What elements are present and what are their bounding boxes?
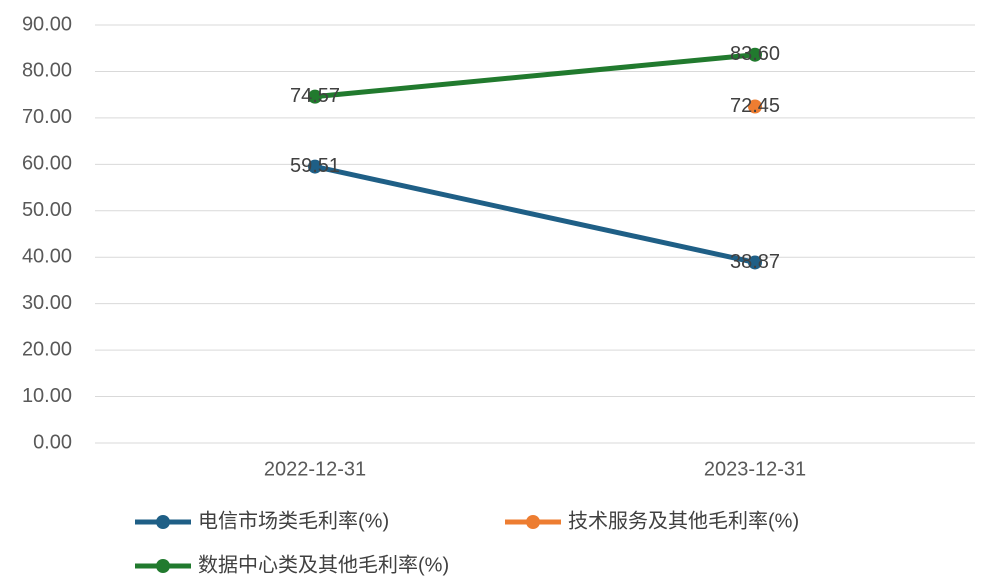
y-tick-label: 90.00: [22, 13, 72, 35]
y-tick-label: 80.00: [22, 60, 72, 82]
y-tick-label: 50.00: [22, 199, 72, 221]
marker: [748, 255, 762, 270]
legend-marker: [526, 515, 540, 529]
y-tick-label: 60.00: [22, 153, 72, 175]
data-label: 83.60: [730, 43, 780, 65]
series-line: [314, 164, 756, 265]
marker: [748, 99, 762, 114]
y-tick-label: 30.00: [22, 292, 72, 314]
data-label: 74.57: [290, 85, 340, 107]
y-tick-label: 10.00: [22, 385, 72, 407]
legend-label: 技术服务及其他毛利率(%): [568, 509, 799, 532]
legend-marker: [156, 559, 170, 573]
legend-label: 电信市场类毛利率(%): [198, 509, 389, 532]
data-label: 72.45: [730, 95, 780, 117]
x-tick-label: 2023-12-31: [704, 458, 806, 480]
y-tick-label: 70.00: [22, 106, 72, 128]
marker: [748, 47, 762, 62]
series-line: [314, 52, 756, 100]
y-tick-label: 40.00: [22, 246, 72, 268]
data-label: 59.51: [290, 155, 340, 177]
data-label: 38.87: [730, 251, 780, 273]
legend-label: 数据中心类及其他毛利率(%): [198, 553, 449, 576]
y-tick-label: 0.00: [33, 431, 72, 453]
marker: [308, 89, 322, 104]
y-tick-label: 20.00: [22, 338, 72, 360]
x-tick-label: 2022-12-31: [264, 458, 366, 480]
legend-marker: [156, 515, 170, 529]
marker: [308, 159, 322, 174]
